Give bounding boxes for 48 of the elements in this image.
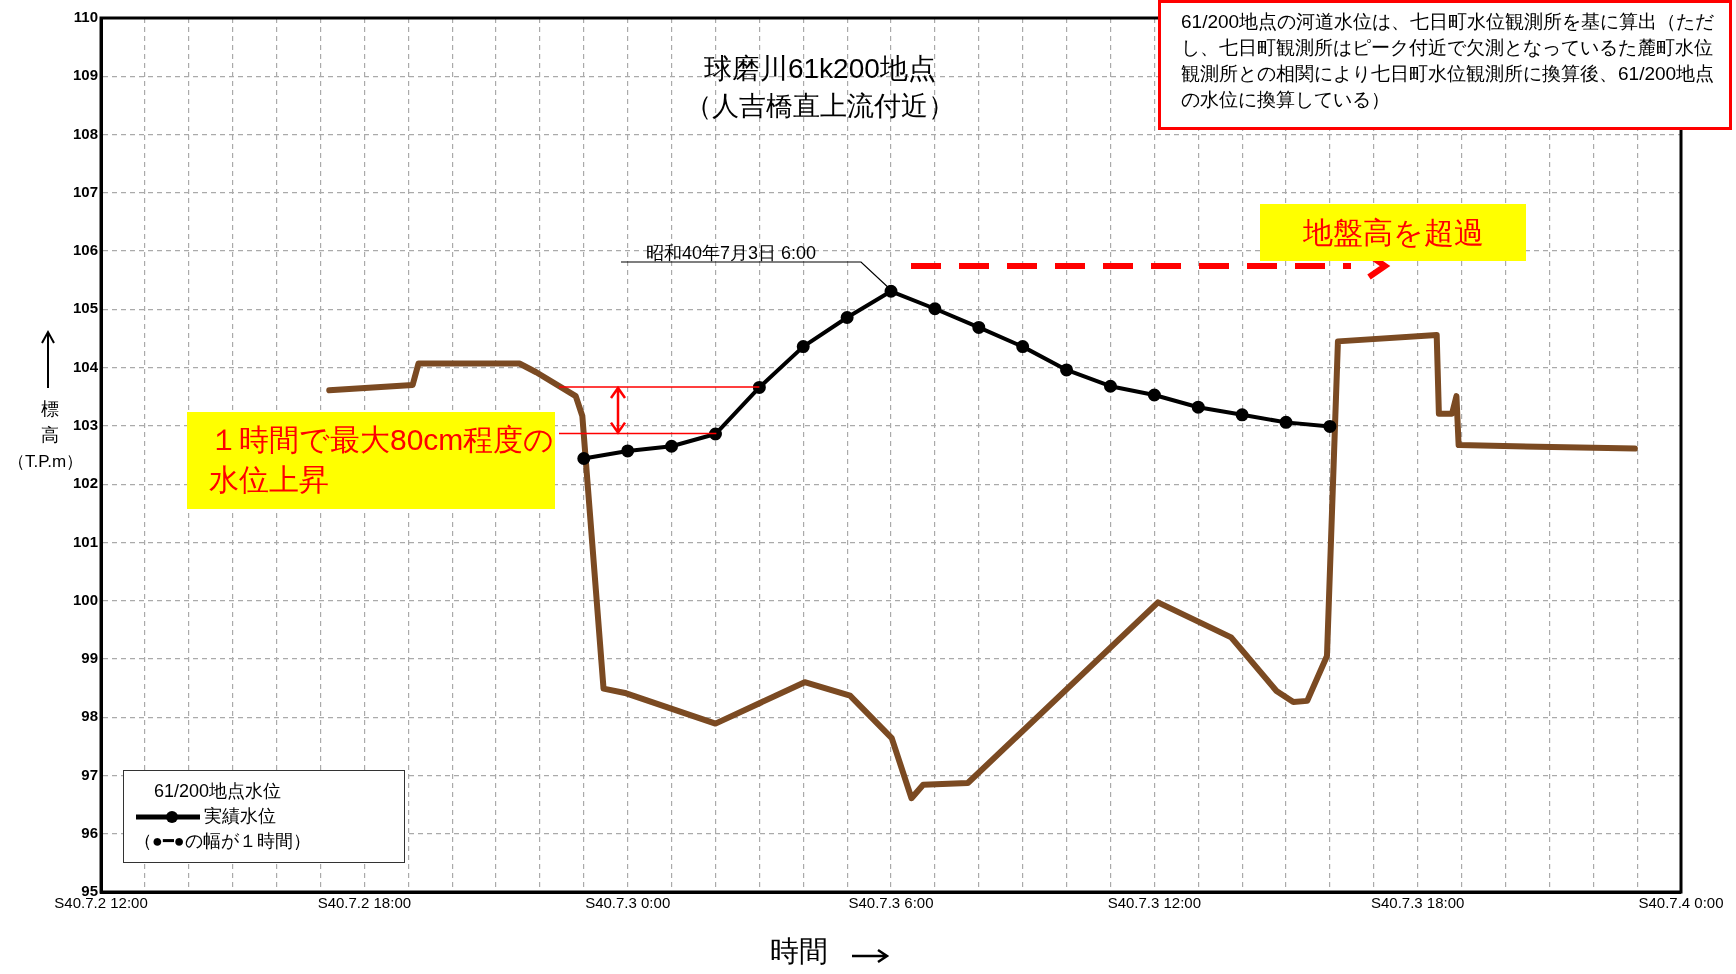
x-tick-label: S40.7.4 0:00 [1638, 894, 1724, 912]
y-tick-label: 97 [81, 765, 99, 783]
annotation: 61/200地点の河道水位は、七日町水位観測所を基に算出（ただし、七日町観測所はピーク付近で欠測となっているた麓町水位観測所との相関により七日町水位観測所に換算後、61/200地点の水位に換算している） [1158, 0, 1732, 130]
text: （人吉橋直上流付近） [683, 90, 956, 123]
point [577, 452, 591, 465]
legend-title: 61/200地点水位 [153, 780, 283, 803]
annotation: 地盤高を超過 [1260, 204, 1526, 261]
point [1191, 400, 1205, 414]
point [1103, 379, 1117, 393]
y-tick-label: 105 [73, 299, 99, 317]
point [796, 340, 810, 354]
y-tick-label: 108 [73, 124, 99, 142]
y-tick-label: 103 [73, 416, 99, 434]
point [1147, 388, 1161, 402]
x-axis-title: 時間 [769, 934, 828, 969]
y-tick-label: 96 [81, 823, 99, 841]
x-tick-label: S40.7.3 0:00 [585, 894, 671, 912]
y-tick-label: 101 [73, 532, 99, 550]
x-tick-label: S40.7.2 18:00 [317, 894, 412, 912]
y-tick-label: 98 [81, 707, 99, 725]
y-tick-label: 102 [73, 474, 99, 492]
y-tick-label: 99 [81, 649, 99, 667]
point [884, 284, 898, 298]
y-tick-label: 100 [73, 590, 99, 608]
point [1323, 419, 1337, 433]
point [840, 310, 854, 324]
y-tick-label: 110 [73, 8, 99, 26]
point [1279, 415, 1293, 429]
x-tick-label: S40.7.3 6:00 [848, 894, 934, 912]
annotation: 昭和40年7月3日 6:00 [646, 242, 817, 266]
point [1235, 408, 1249, 422]
y-tick-label: 109 [73, 66, 99, 84]
point [665, 439, 679, 453]
y-tick-label: 106 [73, 241, 99, 259]
x-tick-label: S40.7.3 12:00 [1107, 894, 1202, 912]
text: 球磨川61k200地点 [702, 52, 937, 86]
y-tick-label: 104 [73, 357, 99, 375]
point [621, 444, 635, 458]
x-tick-label: S40.7.3 18:00 [1370, 894, 1465, 912]
point [1016, 340, 1030, 354]
y-tick-label: 107 [73, 182, 99, 200]
point [708, 427, 722, 441]
legend-label: 実績水位 [204, 806, 277, 826]
point [928, 302, 942, 316]
annotation: １時間で最大80cm程度の水位上昇 [187, 412, 555, 509]
point [972, 320, 986, 334]
point [1060, 363, 1074, 377]
annotation: （●━●の幅が１時間） [134, 830, 312, 853]
